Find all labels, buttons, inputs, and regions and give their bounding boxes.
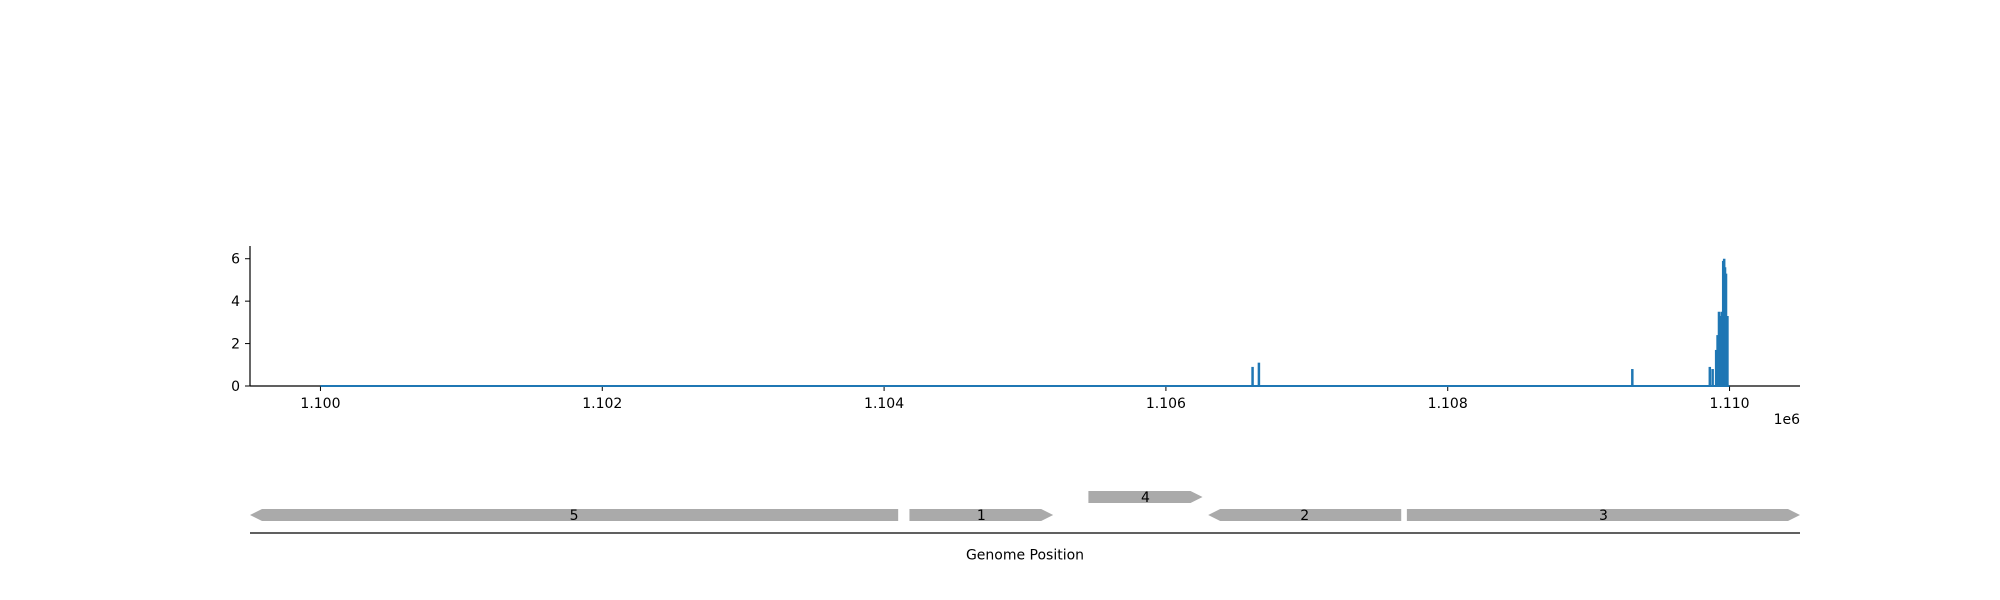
x-tick-label: 1.100 (300, 396, 340, 412)
x-tick-group: 1.100 1.102 1.104 1.106 1.108 1.110 (300, 386, 1750, 412)
y-tick-label: 6 (231, 252, 240, 268)
gene-track-xlabel: Genome Position (966, 548, 1084, 564)
gene-label: 5 (570, 508, 579, 524)
gene-label: 2 (1300, 508, 1309, 524)
gene-label: 4 (1141, 490, 1150, 506)
y-tick-group: 0 2 4 6 (231, 252, 250, 395)
coverage-series (320, 258, 1730, 387)
x-tick-label: 1.104 (864, 396, 904, 412)
gene-arrow (1088, 491, 1203, 503)
x-axis-offset-label: 1e6 (1774, 412, 1801, 428)
y-tick-label: 2 (231, 337, 240, 353)
x-tick-label: 1.102 (582, 396, 622, 412)
gene-arrow-group: 5 1 4 2 3 (250, 490, 1800, 524)
gene-label: 3 (1599, 508, 1608, 524)
y-tick-label: 0 (231, 379, 240, 395)
gene-track: 5 1 4 2 3 Genome Position (250, 490, 1800, 564)
gene-arrow (250, 509, 899, 521)
gene-label: 1 (977, 508, 986, 524)
gene-arrow (1406, 509, 1800, 521)
gene-arrow (1208, 509, 1402, 521)
coverage-plot: 0 2 4 6 1.100 1.102 1.104 1.106 1.108 1.110 1e6 (231, 246, 1800, 428)
x-tick-label: 1.108 (1428, 396, 1468, 412)
gene-arrow (909, 509, 1054, 521)
y-tick-label: 4 (231, 294, 240, 310)
x-tick-label: 1.110 (1709, 396, 1749, 412)
x-tick-label: 1.106 (1146, 396, 1186, 412)
